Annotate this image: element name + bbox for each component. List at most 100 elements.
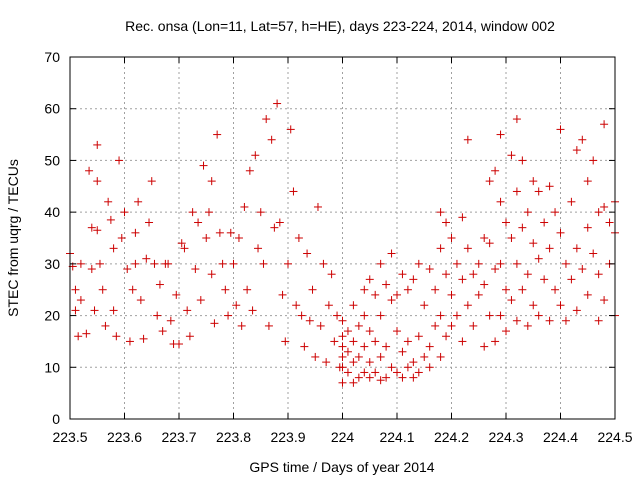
data-point: [382, 373, 391, 382]
data-point: [338, 342, 347, 351]
data-point: [123, 265, 132, 274]
data-points: [66, 99, 619, 387]
data-point: [93, 140, 102, 149]
data-point: [583, 177, 592, 186]
data-point: [297, 311, 306, 320]
x-axis-label: GPS time / Days of year 2014: [249, 459, 434, 475]
data-point: [578, 265, 587, 274]
data-point: [572, 244, 581, 253]
data-point: [319, 259, 328, 268]
data-point: [210, 319, 219, 328]
data-point: [194, 218, 203, 227]
data-point: [322, 358, 331, 367]
x-tick-label: 223.9: [270, 429, 305, 445]
data-point: [382, 280, 391, 289]
x-tick-label: 224: [331, 429, 355, 445]
data-point: [147, 177, 156, 186]
data-point: [414, 368, 423, 377]
data-point: [452, 259, 461, 268]
data-point: [74, 332, 83, 341]
data-point: [180, 244, 189, 253]
data-point: [243, 285, 252, 294]
data-point: [82, 329, 91, 338]
data-point: [93, 177, 102, 186]
data-point: [545, 182, 554, 191]
data-point: [561, 259, 570, 268]
data-point: [387, 296, 396, 305]
data-point: [600, 296, 609, 305]
data-point: [360, 285, 369, 294]
data-point: [87, 223, 96, 232]
data-point: [518, 285, 527, 294]
data-point: [240, 202, 249, 211]
data-point: [278, 290, 287, 299]
data-point: [125, 337, 134, 346]
data-point: [442, 270, 451, 279]
data-point: [540, 275, 549, 284]
data-point: [518, 156, 527, 165]
data-point: [365, 327, 374, 336]
data-point: [409, 275, 418, 284]
data-point: [76, 259, 85, 268]
data-point: [376, 376, 385, 385]
data-point: [232, 301, 241, 310]
data-point: [387, 363, 396, 372]
data-point: [354, 352, 363, 361]
data-point: [485, 311, 494, 320]
data-point: [95, 259, 104, 268]
data-point: [343, 327, 352, 336]
data-point: [469, 321, 478, 330]
data-point: [534, 311, 543, 320]
data-point: [523, 208, 532, 217]
data-point: [112, 332, 121, 341]
data-point: [572, 146, 581, 155]
data-point: [264, 321, 273, 330]
data-point: [491, 265, 500, 274]
data-point: [218, 259, 227, 268]
data-point: [98, 285, 107, 294]
data-point: [229, 259, 238, 268]
data-point: [300, 342, 309, 351]
data-point: [463, 301, 472, 310]
data-point: [150, 259, 159, 268]
y-tick-label: 60: [44, 101, 60, 117]
data-point: [338, 352, 347, 361]
data-point: [496, 197, 505, 206]
data-point: [256, 208, 265, 217]
data-point: [294, 234, 303, 242]
data-point: [572, 306, 581, 315]
data-point: [583, 223, 592, 232]
data-point: [420, 352, 429, 361]
data-point: [343, 347, 352, 356]
data-point: [349, 301, 358, 310]
data-point: [248, 306, 257, 315]
data-point: [164, 259, 173, 268]
data-point: [87, 265, 96, 274]
data-point: [308, 285, 317, 294]
data-point: [284, 259, 292, 268]
data-point: [275, 218, 284, 227]
data-point: [534, 187, 543, 196]
data-point: [403, 363, 412, 372]
data-point: [183, 306, 192, 315]
data-point: [594, 208, 603, 217]
data-point: [409, 358, 418, 367]
y-tick-label: 50: [44, 152, 60, 168]
data-point: [398, 270, 407, 279]
data-point: [327, 270, 336, 279]
data-point: [442, 332, 451, 341]
data-point: [349, 337, 358, 346]
data-point: [512, 187, 521, 196]
data-point: [431, 285, 440, 294]
data-point: [360, 368, 369, 377]
data-point: [371, 368, 380, 377]
data-point: [354, 321, 363, 330]
data-point: [166, 316, 175, 325]
data-point: [234, 234, 243, 242]
data-point: [330, 337, 339, 346]
data-point: [196, 296, 205, 305]
data-point: [463, 135, 472, 144]
y-axis-label: STEC from uqrg / TECUs: [5, 159, 21, 317]
data-point: [529, 301, 538, 310]
data-point: [311, 352, 320, 361]
